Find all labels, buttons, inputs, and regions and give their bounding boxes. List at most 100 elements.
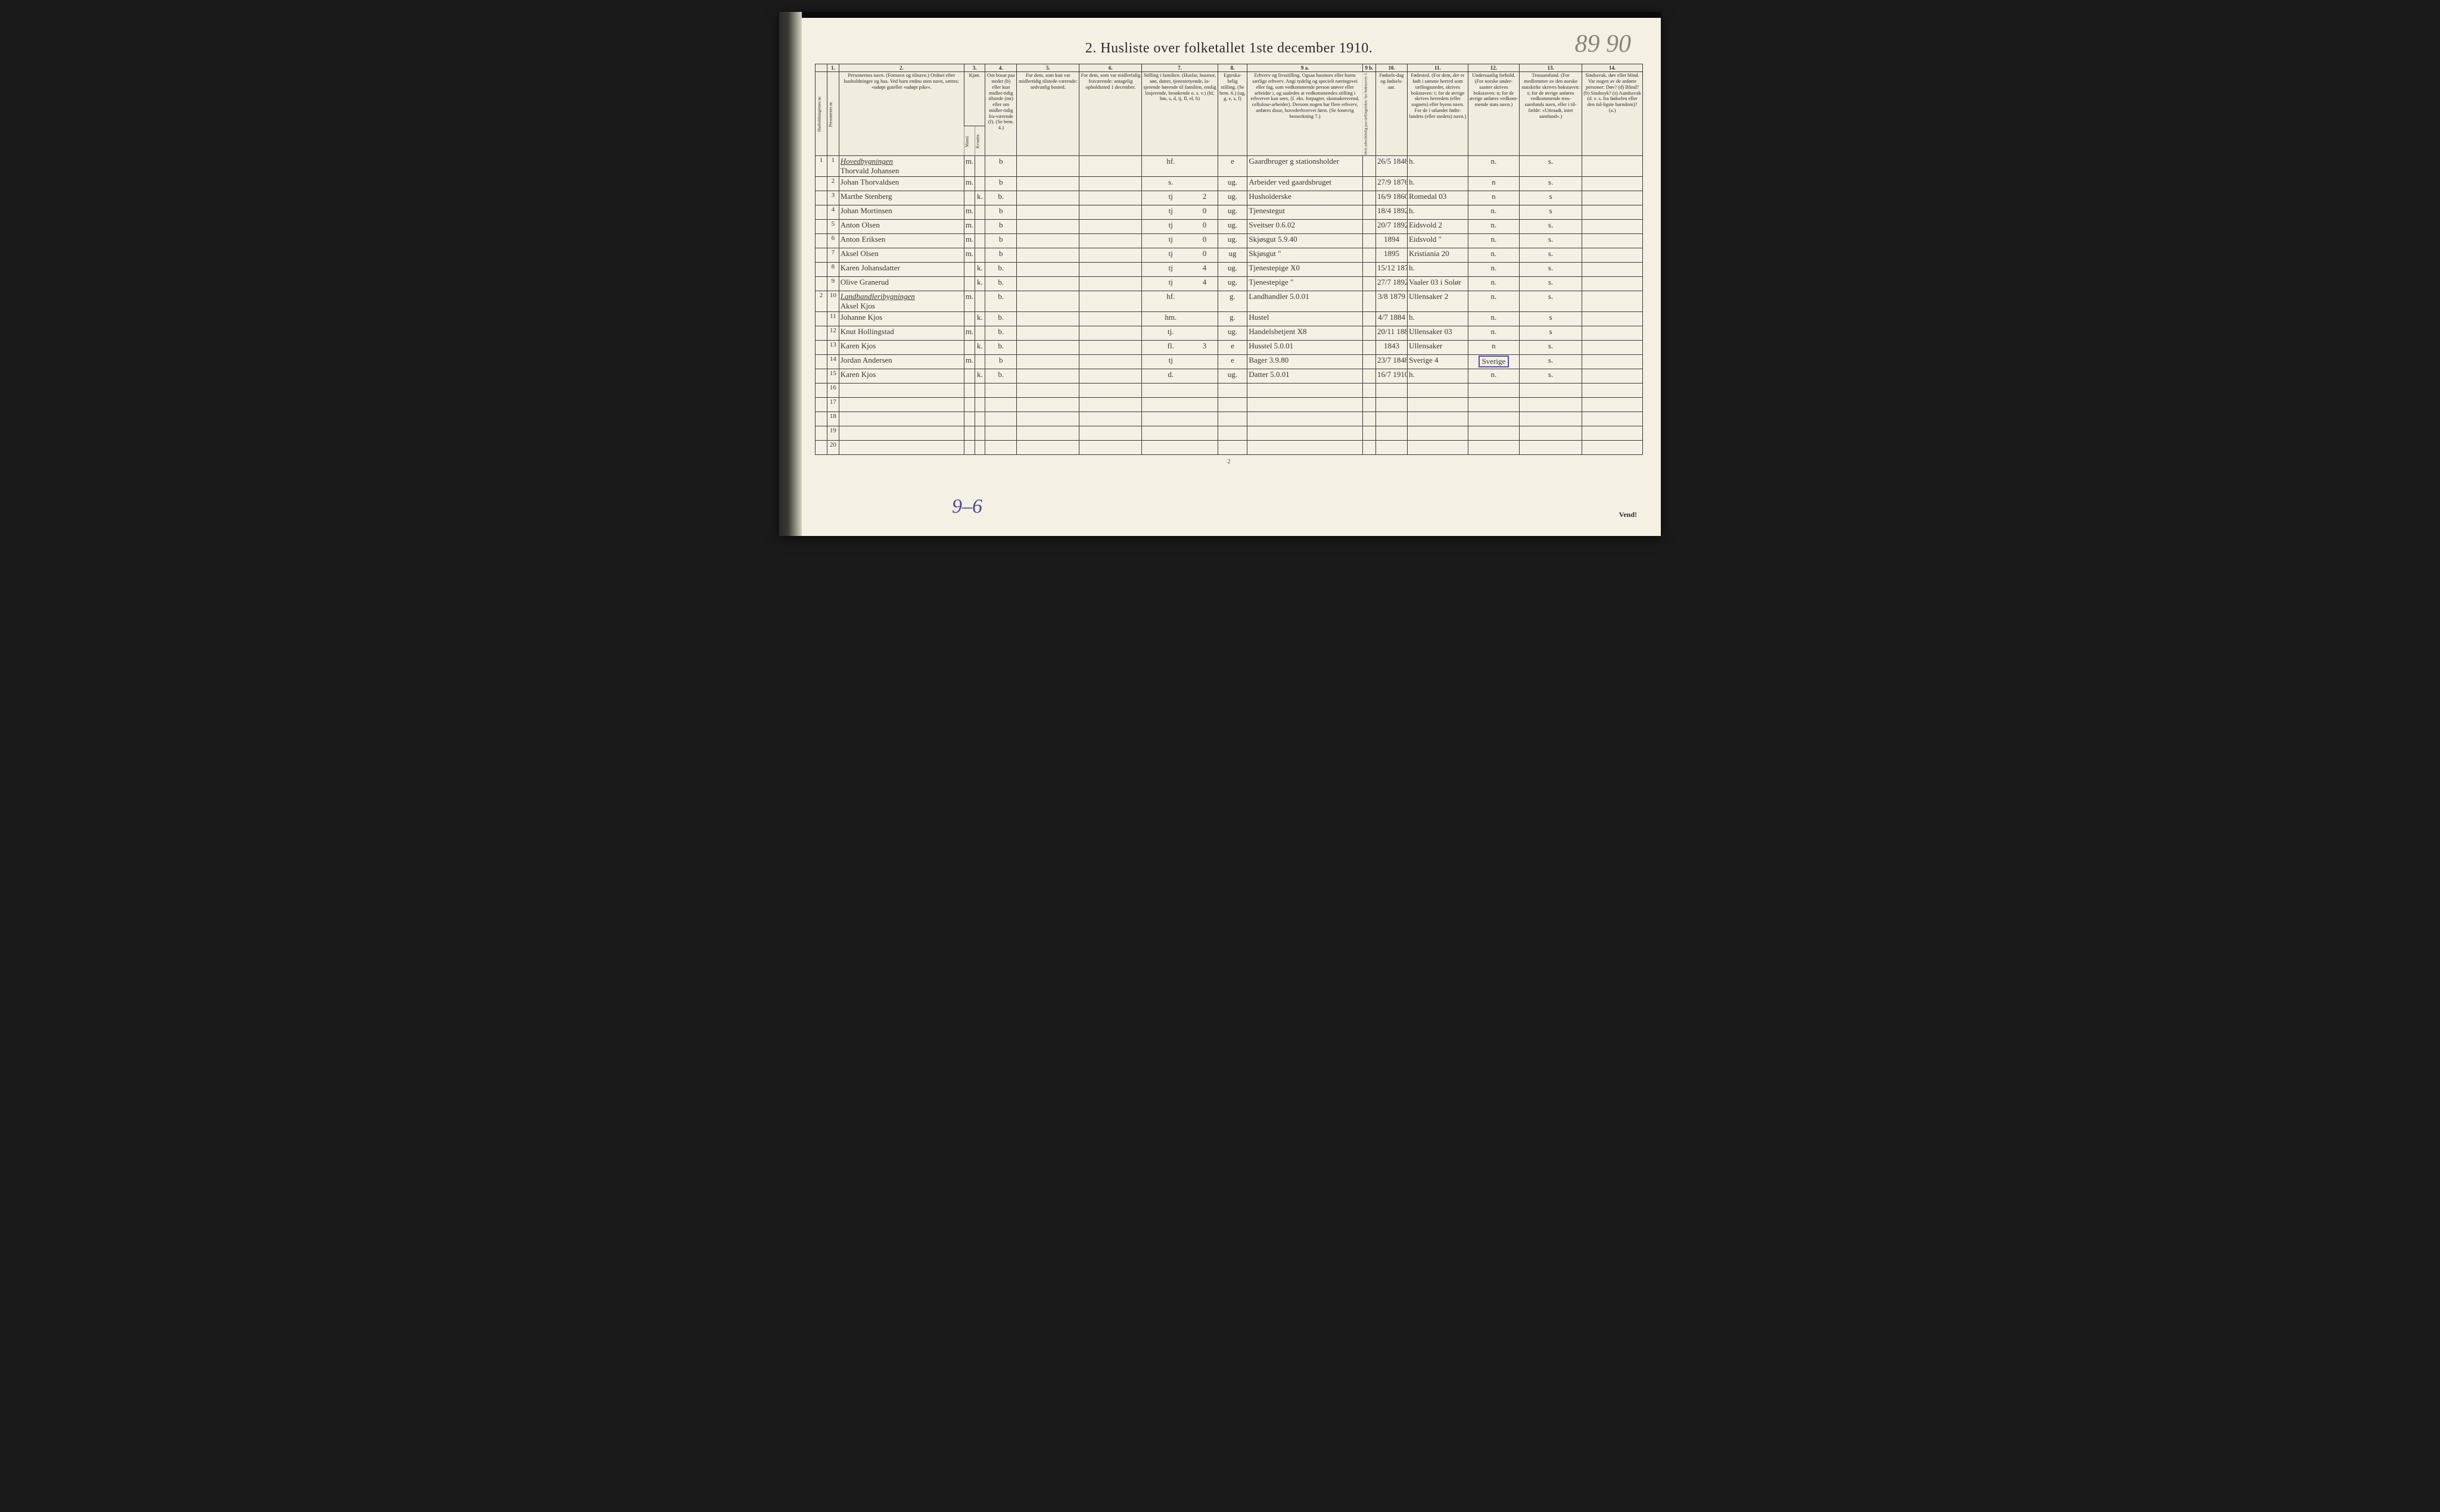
colnum-7: 7.	[1142, 64, 1218, 72]
cell-col11: Eidsvold "	[1408, 234, 1468, 248]
colnum-8: 8.	[1218, 64, 1247, 72]
cell-col6	[1079, 341, 1142, 355]
table-row: 9Olive Granerudk.b.tj4ug.Tjenestepige "2…	[816, 277, 1643, 291]
table-row: 4Johan Mortinsenm.btj0ug.Tjenestegut18/4…	[816, 205, 1643, 220]
cell-col6	[1079, 234, 1142, 248]
cell-col5	[1017, 355, 1079, 369]
cell-sex-m	[964, 398, 975, 412]
header-col14: Sindssvak, døv eller blind. Var nogen av…	[1582, 72, 1643, 156]
cell-col13: s	[1520, 205, 1582, 220]
cell-name: Johan Thorvaldsen	[839, 177, 964, 191]
cell-col13: s.	[1520, 248, 1582, 263]
cell-residence: b	[985, 355, 1017, 369]
cell-col6	[1079, 277, 1142, 291]
cell-col13	[1520, 384, 1582, 398]
cell-name: Johan Mortinsen	[839, 205, 964, 220]
cell-col7: tj0	[1142, 234, 1218, 248]
cell-person-nr: 18	[827, 412, 839, 426]
cell-col9a	[1247, 398, 1363, 412]
cell-col10: 1895	[1375, 248, 1407, 263]
cell-person-nr: 5	[827, 220, 839, 234]
cell-col12: n.	[1468, 248, 1519, 263]
cell-name	[839, 441, 964, 455]
table-header: 1. 2. 3. 4. 5. 6. 7. 8. 9 a. 9 b. 10. 11…	[816, 64, 1643, 156]
cell-col7: tj0	[1142, 220, 1218, 234]
table-row: 5Anton Olsenm.btj0ug.Sveitser 0.6.0220/7…	[816, 220, 1643, 234]
cell-col12: n	[1468, 341, 1519, 355]
cell-name: Jordan Andersen	[839, 355, 964, 369]
cell-col13: s.	[1520, 355, 1582, 369]
cell-col5	[1017, 312, 1079, 326]
cell-col6	[1079, 441, 1142, 455]
cell-person-nr: 7	[827, 248, 839, 263]
header-col7: Stilling i familien. (Husfar, husmor, sø…	[1142, 72, 1218, 156]
cell-col11: h.	[1408, 263, 1468, 277]
cell-col7	[1142, 412, 1218, 426]
cell-col6	[1079, 205, 1142, 220]
cell-col9b	[1362, 384, 1375, 398]
cell-sex-m	[964, 263, 975, 277]
colnum-1: 1.	[827, 64, 839, 72]
cell-household	[816, 426, 827, 441]
colnum-4: 4.	[985, 64, 1017, 72]
cell-col14	[1582, 441, 1643, 455]
cell-person-nr: 3	[827, 191, 839, 205]
table-row: 16	[816, 384, 1643, 398]
cell-sex-m: m.	[964, 220, 975, 234]
cell-household	[816, 220, 827, 234]
cell-sex-m	[964, 426, 975, 441]
cell-sex-k	[975, 398, 985, 412]
cell-sex-k	[975, 412, 985, 426]
cell-residence: b	[985, 177, 1017, 191]
cell-col9b	[1362, 369, 1375, 384]
cell-col6	[1079, 263, 1142, 277]
cell-col7: tj0	[1142, 248, 1218, 263]
cell-col9a: Tjenestepige "	[1247, 277, 1363, 291]
cell-col14	[1582, 384, 1643, 398]
header-sex-m: Mænd.	[964, 126, 975, 156]
colnum-14: 14.	[1582, 64, 1643, 72]
cell-col14	[1582, 156, 1643, 177]
cell-col14	[1582, 326, 1643, 341]
cell-name: Karen Johansdatter	[839, 263, 964, 277]
cell-col6	[1079, 291, 1142, 312]
cell-household	[816, 234, 827, 248]
cell-col8: ug	[1218, 248, 1247, 263]
cell-sex-m	[964, 369, 975, 384]
cell-col10	[1375, 426, 1407, 441]
cell-col5	[1017, 263, 1079, 277]
cell-person-nr: 9	[827, 277, 839, 291]
cell-col7: tj2	[1142, 191, 1218, 205]
cell-col12: n.	[1468, 220, 1519, 234]
cell-residence: b.	[985, 326, 1017, 341]
cell-col13	[1520, 426, 1582, 441]
cell-household	[816, 277, 827, 291]
cell-col7: tj.	[1142, 326, 1218, 341]
cell-person-nr: 1	[827, 156, 839, 177]
cell-person-nr: 10	[827, 291, 839, 312]
cell-sex-k	[975, 205, 985, 220]
cell-col7	[1142, 441, 1218, 455]
bottom-right-note: Vend!	[1619, 510, 1637, 519]
cell-sex-k	[975, 291, 985, 312]
cell-residence	[985, 384, 1017, 398]
cell-col11	[1408, 441, 1468, 455]
cell-col8: ug.	[1218, 277, 1247, 291]
cell-col8: ug.	[1218, 191, 1247, 205]
header-person: Personernes nr.	[827, 72, 839, 156]
cell-col8	[1218, 426, 1247, 441]
cell-col13: s.	[1520, 277, 1582, 291]
cell-name	[839, 426, 964, 441]
cell-col6	[1079, 156, 1142, 177]
cell-col9b	[1362, 341, 1375, 355]
cell-sex-k: k.	[975, 312, 985, 326]
cell-col9a: Husstel 5.0.01	[1247, 341, 1363, 355]
cell-col13: s.	[1520, 156, 1582, 177]
cell-col10	[1375, 398, 1407, 412]
cell-col9b	[1362, 441, 1375, 455]
cell-col6	[1079, 412, 1142, 426]
cell-residence: b	[985, 220, 1017, 234]
census-page: 89 90 2. Husliste over folketallet 1ste …	[779, 12, 1661, 536]
cell-col5	[1017, 341, 1079, 355]
cell-col12: n.	[1468, 277, 1519, 291]
